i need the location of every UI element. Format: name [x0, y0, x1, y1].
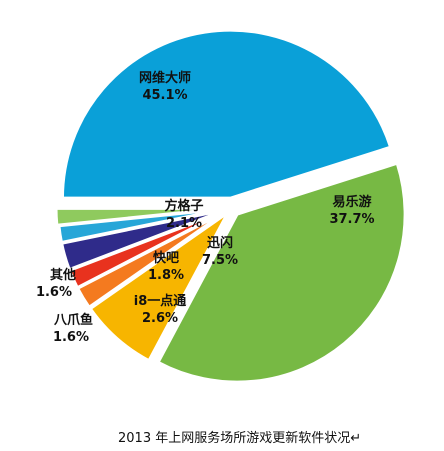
- slice-label-value-8: 1.6%: [36, 285, 72, 300]
- slice-label-name-3: 迅闪: [207, 236, 233, 251]
- slice-label-name-2: 易乐游: [332, 194, 371, 210]
- slice-label-value-3: 7.5%: [202, 253, 238, 268]
- slice-label-name-4: 方格子: [164, 198, 203, 214]
- slice-label-name-6: i8一点通: [134, 293, 187, 309]
- slice-label-name-8: 其他: [50, 267, 76, 283]
- slice-label-name-1: 网维大师: [139, 70, 191, 86]
- slice-label-value-5: 1.8%: [148, 268, 184, 283]
- pie-slice-8: [54, 206, 225, 227]
- slice-label-value-6: 2.6%: [142, 311, 178, 326]
- pie-slice-1: [60, 28, 393, 200]
- slice-label-value-1: 45.1%: [142, 88, 187, 103]
- chart-caption: 2013 年上网服务场所游戏更新软件状况↵: [118, 431, 362, 446]
- slice-label-value-4: 2.1%: [166, 216, 202, 231]
- slice-label-value-7: 1.6%: [53, 330, 89, 345]
- slice-label-name-7: 八爪鱼: [53, 312, 93, 328]
- slice-label-name-5: 快吧: [153, 250, 179, 266]
- slice-label-value-2: 37.7%: [329, 212, 374, 227]
- pie-slice-2: [156, 161, 407, 384]
- pie-slice-3: [88, 211, 230, 363]
